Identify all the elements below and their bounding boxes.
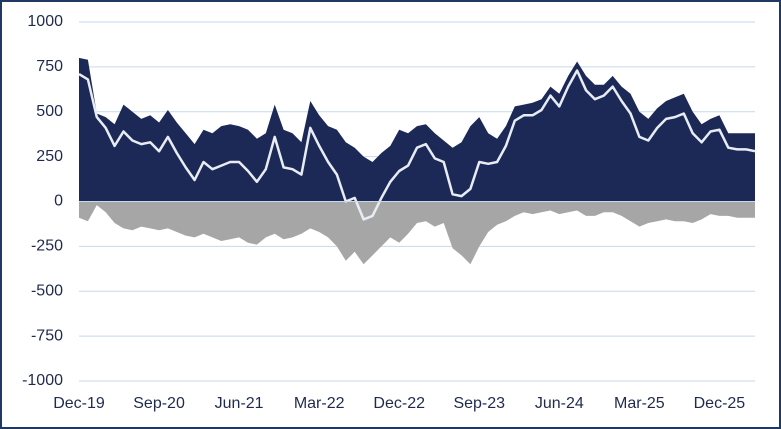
- y-tick-label: 500: [36, 103, 63, 120]
- y-tick-label: -500: [31, 282, 63, 299]
- y-tick-label: 750: [36, 58, 63, 75]
- y-tick-label: 1000: [27, 13, 63, 30]
- x-tick-label: Sep-20: [133, 395, 185, 412]
- x-tick-label: Jun-24: [535, 395, 584, 412]
- y-tick-label: -750: [31, 327, 63, 344]
- y-tick-label: 250: [36, 148, 63, 165]
- y-tick-label: 0: [54, 193, 63, 210]
- x-tick-label: Jun-21: [215, 395, 264, 412]
- x-tick-label: Dec-25: [694, 395, 746, 412]
- y-tick-label: -250: [31, 238, 63, 255]
- area: [79, 201, 755, 265]
- y-tick-label: -1000: [22, 372, 63, 389]
- x-tick-label: Dec-19: [53, 395, 105, 412]
- line: [78, 69, 756, 221]
- area: [79, 57, 755, 202]
- x-tick-label: Mar-25: [614, 395, 665, 412]
- x-tick-label: Dec-22: [373, 395, 425, 412]
- x-tick-label: Mar-22: [294, 395, 345, 412]
- x-tick-label: Sep-23: [453, 395, 505, 412]
